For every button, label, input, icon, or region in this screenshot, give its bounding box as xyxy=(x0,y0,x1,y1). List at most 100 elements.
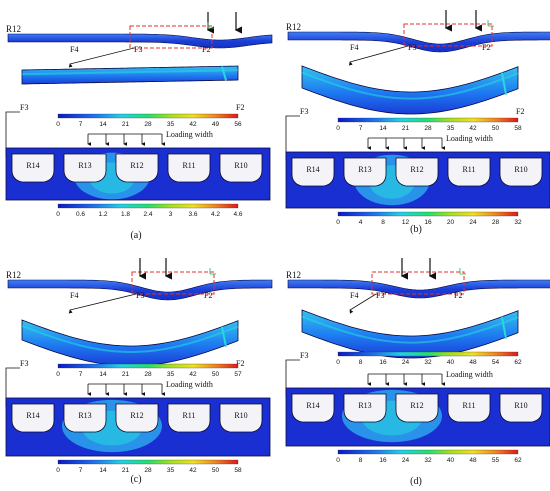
label-mid-f3: F3 xyxy=(300,351,308,360)
color-scale-1 xyxy=(57,363,239,369)
scale2-tick-3: 21 xyxy=(122,467,130,474)
axis-triad xyxy=(207,22,214,29)
rib-cell-r14 xyxy=(11,403,55,433)
end-cap xyxy=(221,66,227,81)
rib-label-r10: R10 xyxy=(234,411,247,420)
scale1-tick-8: 57 xyxy=(234,371,242,378)
scale2-tick-0: 0 xyxy=(336,219,340,226)
scale1-tick-3: 21 xyxy=(122,371,130,378)
rib-label-r13: R13 xyxy=(358,165,371,174)
scale1-tick-4: 28 xyxy=(144,371,152,378)
scale2-tick-4: 2.4 xyxy=(143,211,152,218)
rib-cell-r10 xyxy=(499,393,543,423)
rib-label-r13: R13 xyxy=(78,411,91,420)
rib-label-r11: R11 xyxy=(182,161,195,170)
scale2-tick-1: 4 xyxy=(359,219,363,226)
panel-caption: (d) xyxy=(410,476,422,487)
scale1-tick-0: 0 xyxy=(56,371,60,378)
label-mid-f2: F2 xyxy=(516,107,524,116)
rib-label-r12: R12 xyxy=(130,161,143,170)
label-f3: F3' xyxy=(376,291,386,300)
scale1-tick-4: 32 xyxy=(424,359,432,366)
rib-cell-r11 xyxy=(167,403,211,433)
zoom-frame xyxy=(403,23,493,47)
scale1-tick-3: 21 xyxy=(122,121,130,128)
label-r12: R12 xyxy=(286,22,301,32)
rib-label-r14: R14 xyxy=(306,165,319,174)
rib-label-r12: R12 xyxy=(130,411,143,420)
label-mid-f2: F2 xyxy=(236,359,244,368)
scale2-tick-6: 42 xyxy=(189,467,197,474)
scale1-tick-0: 0 xyxy=(336,125,340,132)
label-mid-f3: F3 xyxy=(20,103,28,112)
section-pointer xyxy=(5,111,20,158)
beam-strip xyxy=(287,279,550,299)
rib-label-r13: R13 xyxy=(358,401,371,410)
rib-cell-r12 xyxy=(395,157,439,187)
scale1-tick-3: 24 xyxy=(402,359,410,366)
scale1-tick-5: 35 xyxy=(167,121,175,128)
scale2-tick-8: 32 xyxy=(514,219,522,226)
scale2-tick-1: 7 xyxy=(79,467,83,474)
scale1-tick-5: 35 xyxy=(447,125,455,132)
panel-a: R12 F4 F3 F2 F3 F2 0 7 14 21 28 35 42 49 56 Loading wid… xyxy=(5,12,273,241)
scale1-tick-7: 54 xyxy=(492,359,500,366)
rib-label-r11: R11 xyxy=(462,165,475,174)
label-f4: F4 xyxy=(350,291,358,300)
scale2-tick-0: 0 xyxy=(56,467,60,474)
rib-cell-r12 xyxy=(115,403,159,433)
scale1-tick-2: 14 xyxy=(99,121,107,128)
axis-triad xyxy=(209,268,216,275)
color-scale-1 xyxy=(57,113,239,119)
scale2-tick-2: 14 xyxy=(99,467,107,474)
axis-triad xyxy=(459,268,466,275)
scale2-tick-5: 20 xyxy=(447,219,455,226)
rib-cell-r10 xyxy=(499,157,543,187)
rib-label-r10: R10 xyxy=(514,401,527,410)
label-mid-f3: F3 xyxy=(20,359,28,368)
scale1-tick-5: 35 xyxy=(167,371,175,378)
loading-width-label: Loading width xyxy=(166,380,213,389)
rib-label-r11: R11 xyxy=(462,401,475,410)
zoom-pointer xyxy=(348,45,409,66)
color-scale-1 xyxy=(337,351,519,357)
panel-d: R12 F4 F3' F2 F3 0 8 16 24 32 40 48 54 62 Loading widt… xyxy=(285,258,550,487)
scale1-tick-7: 50 xyxy=(212,371,220,378)
label-f2: F2 xyxy=(204,291,212,300)
scale1-tick-1: 7 xyxy=(79,121,83,128)
stress-core xyxy=(301,315,519,344)
beam-strip xyxy=(7,33,273,49)
scale2-tick-2: 1.2 xyxy=(98,211,107,218)
scale2-tick-4: 28 xyxy=(144,467,152,474)
rib-cell-r10 xyxy=(219,403,263,433)
color-scale-2 xyxy=(337,211,519,217)
panel-b: R12 F4 F3 F2 F3 F2 0 7 14 21 28 35 42 50 58 Loading wid… xyxy=(285,10,550,235)
zoom-frame xyxy=(371,271,465,295)
end-cap xyxy=(501,72,507,95)
label-f2: F2 xyxy=(202,45,210,54)
scale1-tick-1: 8 xyxy=(359,359,363,366)
deformed-segment xyxy=(21,319,239,367)
label-f4: F4 xyxy=(350,43,358,52)
label-f3: F3 xyxy=(136,291,144,300)
scale2-tick-0: 0 xyxy=(336,457,340,464)
rib-label-r10: R10 xyxy=(234,161,247,170)
deformed-segment xyxy=(21,65,239,85)
rib-label-r13: R13 xyxy=(78,161,91,170)
zoom-pointer xyxy=(68,47,135,68)
scale1-tick-2: 14 xyxy=(99,371,107,378)
rib-cell-r12 xyxy=(395,393,439,423)
rib-cell-r14 xyxy=(11,153,55,183)
end-cap xyxy=(501,316,507,339)
deformed-segment xyxy=(301,309,519,359)
label-r12: R12 xyxy=(6,270,21,280)
panel-caption: (c) xyxy=(130,474,141,485)
label-f3: F3 xyxy=(134,45,142,54)
rib-cell-r13 xyxy=(63,403,107,433)
stress-core xyxy=(21,69,239,76)
scale2-tick-7: 28 xyxy=(492,219,500,226)
scale1-tick-8: 56 xyxy=(234,121,242,128)
color-scale-2 xyxy=(57,203,239,209)
label-r12: R12 xyxy=(286,270,301,280)
rib-cell-r11 xyxy=(167,153,211,183)
